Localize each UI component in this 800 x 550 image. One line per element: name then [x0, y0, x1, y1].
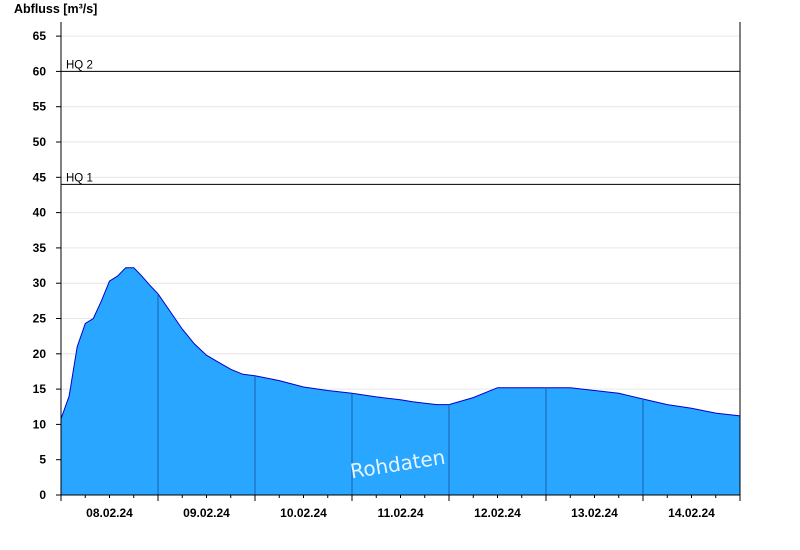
discharge-area [61, 267, 740, 495]
y-tick-label: 30 [33, 276, 47, 290]
y-tick-label: 10 [33, 417, 47, 431]
x-tick-label: 08.02.24 [86, 506, 133, 520]
y-axis-label: Abfluss [m³/s] [14, 2, 97, 16]
y-tick-label: 5 [39, 453, 46, 467]
x-tick-label: 09.02.24 [183, 506, 230, 520]
y-tick-label: 50 [33, 135, 47, 149]
x-tick-label: 12.02.24 [474, 506, 521, 520]
day-separator-lines [157, 293, 644, 495]
x-tick-label: 10.02.24 [280, 506, 327, 520]
y-tick-label: 45 [33, 170, 47, 184]
discharge-line [60, 267, 741, 419]
y-tick-label: 60 [33, 64, 47, 78]
x-tick-label: 11.02.24 [377, 506, 423, 520]
x-tick-label: 13.02.24 [571, 506, 618, 520]
reference-lines: HQ 1 HQ 2 [61, 59, 740, 185]
y-tick-label: 65 [33, 29, 47, 43]
x-tick-label: 14.02.24 [668, 506, 715, 520]
y-tick-label: 0 [39, 488, 46, 502]
reference-line-label: HQ 2 [66, 59, 93, 71]
reference-line-label: HQ 1 [66, 172, 93, 184]
y-tick-label: 35 [33, 241, 47, 255]
axes: 0 5 10 15 20 25 30 35 40 45 50 55 60 65 08.02.24 09.02.… [33, 22, 741, 520]
y-tick-label: 55 [33, 100, 47, 114]
y-tick-label: 25 [33, 312, 47, 326]
y-tick-label: 20 [33, 347, 47, 361]
y-tick-label: 40 [33, 206, 47, 220]
y-tick-label: 15 [33, 382, 47, 396]
